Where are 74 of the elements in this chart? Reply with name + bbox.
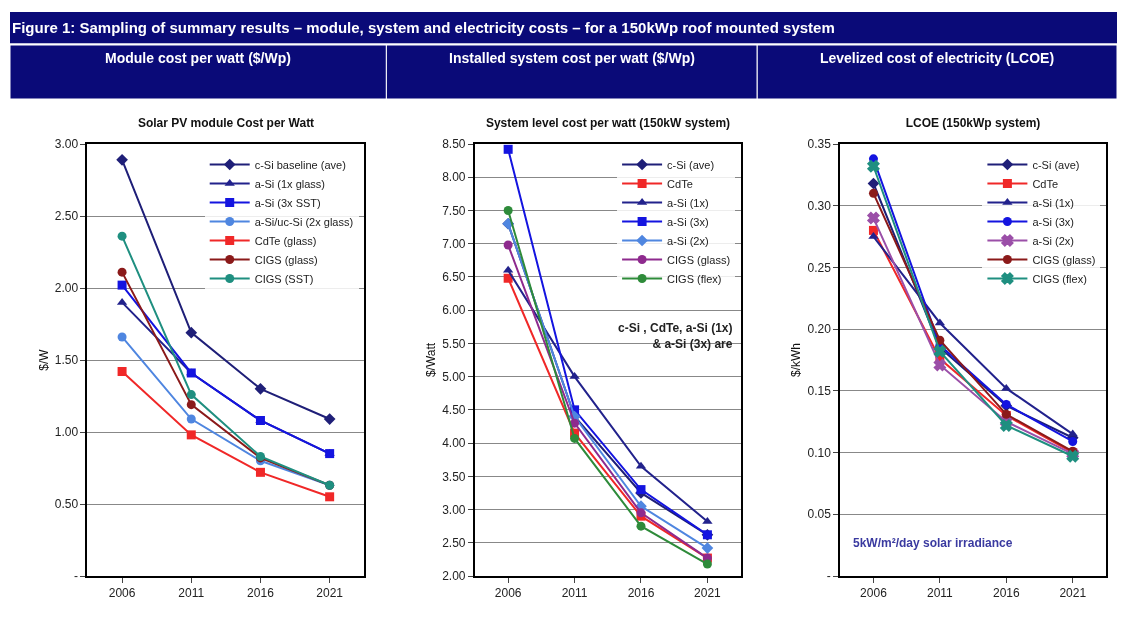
y-tick-label: - bbox=[74, 569, 79, 584]
legend-label: CIGS (SST) bbox=[254, 272, 314, 285]
y-tick-label: 0.15 bbox=[807, 384, 832, 399]
y-tick-label: 0.25 bbox=[807, 260, 832, 275]
x-tick-label: 2006 bbox=[494, 586, 522, 601]
y-tick-label: 7.50 bbox=[442, 203, 466, 218]
caption: Figure 1: Sampling of summary results – module, system and electricity costs – for a 150kWp roof mounted system bbox=[12, 19, 835, 36]
x-tick-label: 2021 bbox=[694, 586, 722, 601]
y-tick-label: 6.00 bbox=[442, 303, 466, 318]
y-tick-label: 2.50 bbox=[442, 535, 466, 550]
y-tick-label: 3.00 bbox=[442, 502, 466, 517]
y-tick-label: 0.05 bbox=[807, 507, 832, 522]
chart-title: Solar PV module Cost per Watt bbox=[137, 116, 315, 130]
legend-label: CIGS (glass) bbox=[1032, 253, 1096, 266]
chart-subtitle: Levelized cost of electricity (LCOE) bbox=[819, 50, 1055, 66]
legend-label: c-Si baseline (ave) bbox=[254, 158, 346, 171]
y-tick-label: 0.10 bbox=[807, 445, 832, 460]
x-tick-label: 2021 bbox=[1059, 586, 1087, 601]
legend-label: a-Si (3x) bbox=[667, 215, 709, 228]
legend-label: CdTe (glass) bbox=[254, 234, 317, 247]
legend-label: CIGS (flex) bbox=[667, 272, 722, 285]
y-tick-label: 2.50 bbox=[54, 209, 79, 224]
x-tick-label: 2006 bbox=[860, 586, 888, 601]
y-tick-label: 2.00 bbox=[54, 281, 79, 296]
y-tick-label: 0.35 bbox=[807, 137, 832, 152]
x-tick-label: 2021 bbox=[316, 586, 344, 601]
legend-label: c-Si (ave) bbox=[667, 158, 715, 171]
y-axis-title: $/Watt bbox=[423, 342, 438, 378]
legend-label: c-Si (ave) bbox=[1032, 158, 1080, 171]
y-axis-title: $/W bbox=[36, 348, 51, 371]
x-tick-label: 2011 bbox=[926, 586, 954, 601]
legend-label: a-Si (2x) bbox=[667, 234, 709, 247]
x-tick-label: 2011 bbox=[178, 586, 205, 601]
chart-subtitle: Installed system cost per watt ($/Wp) bbox=[449, 50, 695, 66]
x-tick-label: 2011 bbox=[561, 586, 588, 601]
legend-label: CdTe bbox=[667, 177, 693, 190]
chart-title: LCOE (150kWp system) bbox=[905, 116, 1041, 130]
legend-label: a-Si (3x) bbox=[1032, 215, 1074, 228]
annotation: 5kW/m²/day solar irradiance bbox=[853, 536, 1013, 550]
x-tick-label: 2006 bbox=[108, 586, 136, 601]
y-tick-label: 0.50 bbox=[54, 497, 79, 512]
y-tick-label: 3.00 bbox=[54, 137, 79, 152]
y-tick-label: 8.50 bbox=[442, 137, 466, 152]
legend-label: CdTe bbox=[1032, 177, 1059, 190]
x-tick-label: 2016 bbox=[992, 586, 1020, 601]
legend-label: a-Si (1x) bbox=[1032, 196, 1074, 209]
y-tick-label: 8.00 bbox=[442, 170, 466, 185]
y-tick-label: 2.00 bbox=[442, 569, 466, 584]
y-tick-label: 1.00 bbox=[54, 425, 79, 440]
legend-label: CIGS (glass) bbox=[254, 253, 318, 266]
legend-label: CIGS (glass) bbox=[667, 253, 731, 266]
legend-label: a-Si (2x) bbox=[1032, 234, 1074, 247]
annotation: c-Si , CdTe, a-Si (1x) & a-Si (3x) are bbox=[618, 321, 733, 351]
y-axis-title: $/kWh bbox=[789, 342, 804, 378]
y-tick-label: 7.00 bbox=[442, 236, 466, 251]
y-tick-label: 5.00 bbox=[442, 369, 466, 384]
y-tick-label: 5.50 bbox=[442, 336, 466, 351]
x-tick-label: 2016 bbox=[247, 586, 275, 601]
y-tick-label: 0.30 bbox=[807, 198, 832, 213]
legend-label: a-Si (1x) bbox=[667, 196, 709, 209]
y-tick-label: 6.50 bbox=[442, 270, 466, 285]
chart-subtitle: Module cost per watt ($/Wp) bbox=[105, 50, 291, 66]
y-tick-label: 3.50 bbox=[442, 469, 466, 484]
y-tick-label: 4.50 bbox=[442, 403, 466, 418]
legend-label: CIGS (flex) bbox=[1032, 272, 1087, 285]
legend-label: a-Si (3x SST) bbox=[254, 196, 321, 209]
chart-title: System level cost per watt (150kW system) bbox=[485, 116, 731, 130]
legend-label: a-Si/uc-Si (2x glass) bbox=[254, 215, 354, 228]
y-tick-label: 4.00 bbox=[442, 436, 466, 451]
y-tick-label: 1.50 bbox=[54, 353, 79, 368]
y-tick-label: - bbox=[826, 569, 831, 584]
legend-label: a-Si (1x glass) bbox=[254, 177, 325, 190]
x-tick-label: 2016 bbox=[627, 586, 655, 601]
y-tick-label: 0.20 bbox=[807, 322, 832, 337]
